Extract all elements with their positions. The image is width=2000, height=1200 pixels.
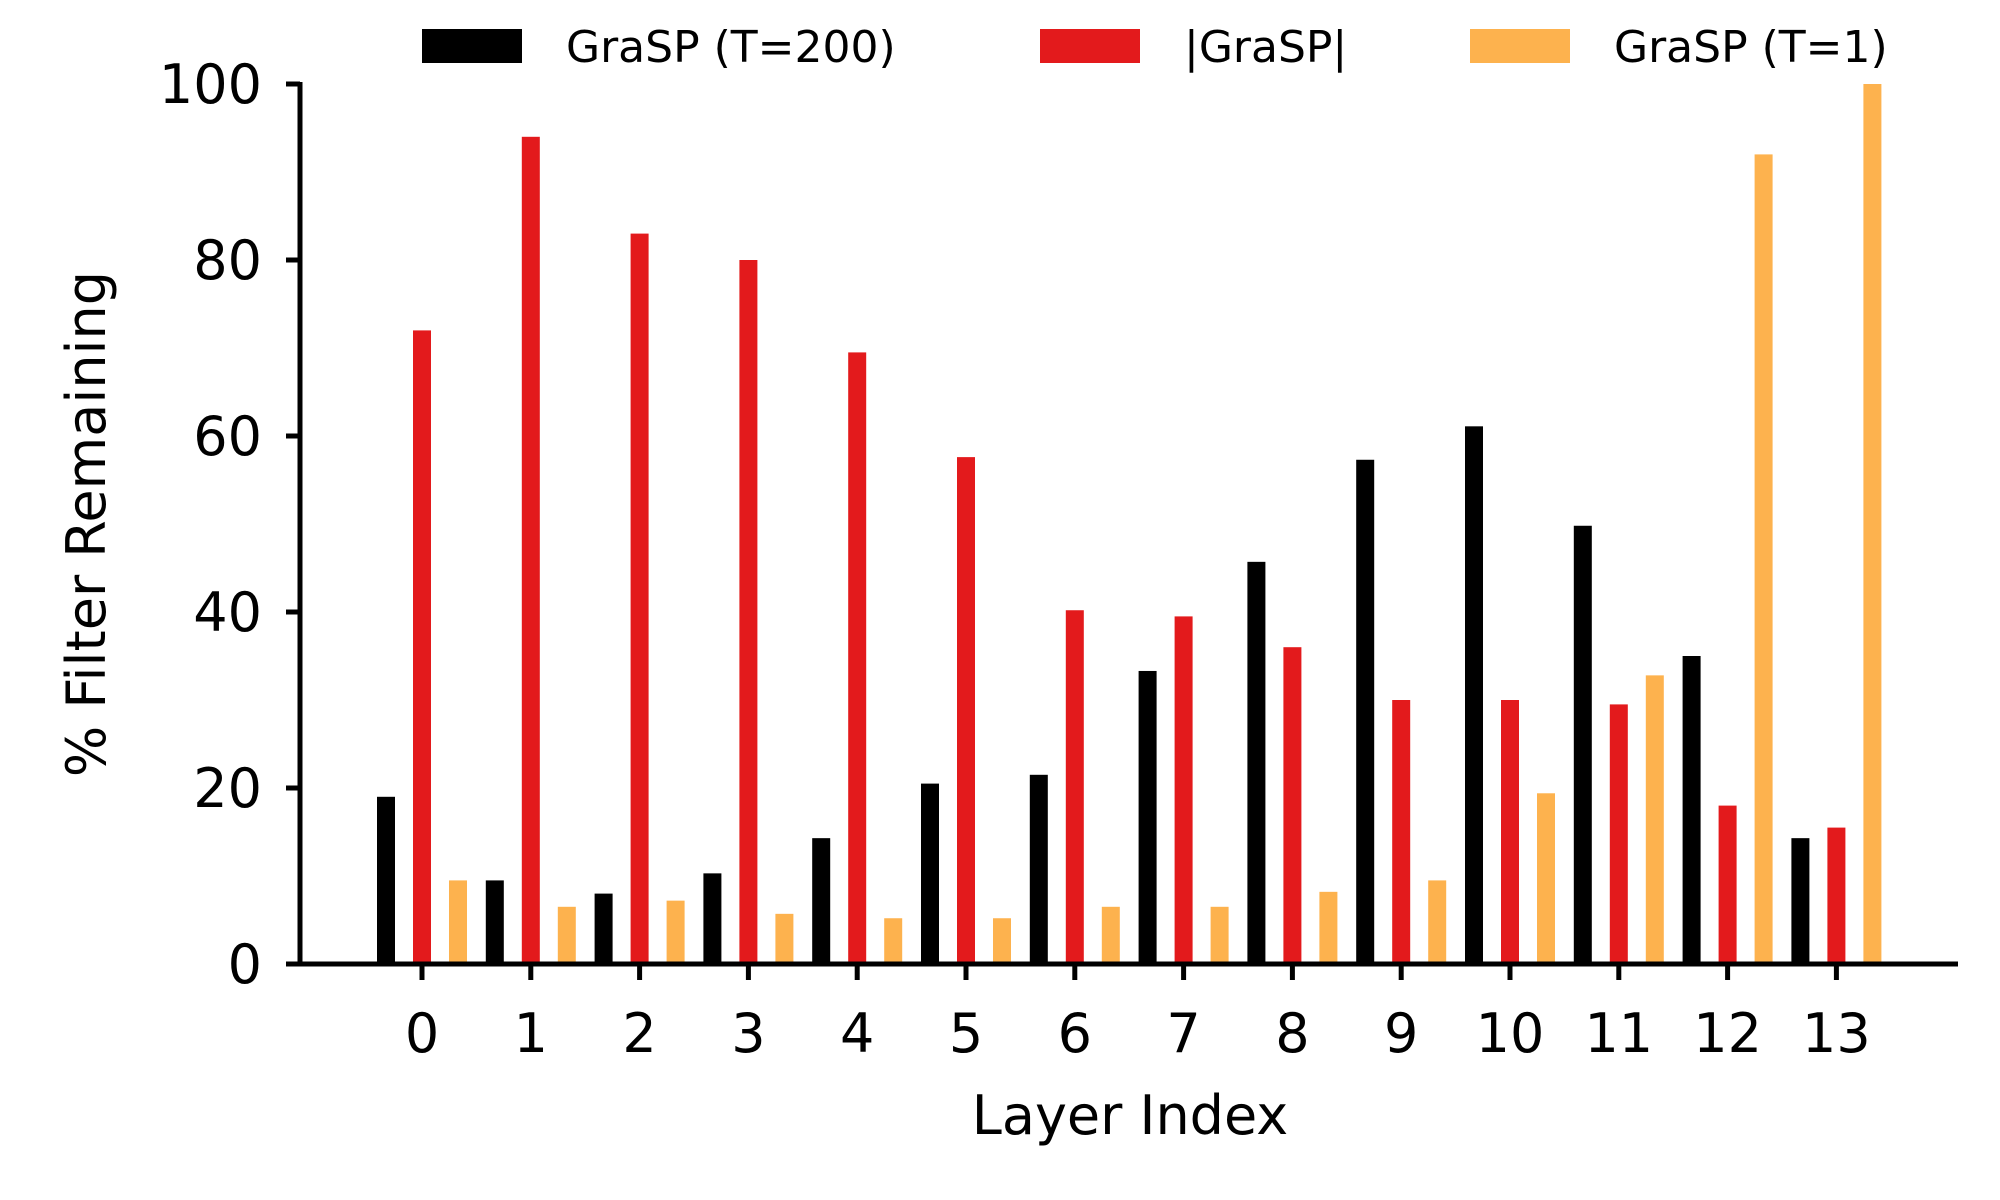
bar xyxy=(993,918,1011,964)
x-tick-label: 9 xyxy=(1384,1002,1418,1065)
bar xyxy=(1501,700,1519,964)
bar xyxy=(812,838,831,964)
bar xyxy=(1247,561,1266,964)
bar xyxy=(1101,906,1120,964)
bar xyxy=(1645,675,1664,964)
bar xyxy=(485,880,504,964)
bar xyxy=(1754,154,1773,964)
bar xyxy=(739,260,758,964)
y-tick-label: 20 xyxy=(193,757,262,820)
bar xyxy=(1283,647,1302,964)
x-tick-label: 13 xyxy=(1802,1002,1871,1065)
bar xyxy=(666,900,685,964)
x-tick-label: 0 xyxy=(405,1002,439,1065)
bar xyxy=(1827,827,1846,964)
y-axis-title: % Filter Remaining xyxy=(55,271,118,777)
bar xyxy=(1609,704,1628,964)
axes xyxy=(297,82,1958,967)
bar xyxy=(884,918,903,964)
bars xyxy=(377,84,1882,965)
bar xyxy=(413,330,431,964)
y-ticks: 0 20 40 60 80 100 xyxy=(159,53,300,996)
x-ticks: 0 1 2 3 4 5 6 7 8 9 10 11 12 13 xyxy=(405,964,1871,1065)
bar xyxy=(957,457,975,964)
x-tick-label: 10 xyxy=(1476,1002,1545,1065)
bar xyxy=(1174,616,1193,964)
bar xyxy=(557,906,576,964)
x-axis-title: Layer Index xyxy=(972,1084,1288,1147)
legend-label: |GraSP| xyxy=(1184,22,1347,73)
bar xyxy=(1138,670,1157,964)
bar xyxy=(1392,700,1411,964)
bar xyxy=(377,796,395,964)
legend-swatch xyxy=(1470,29,1570,63)
x-tick-label: 5 xyxy=(949,1002,983,1065)
x-tick-label: 12 xyxy=(1693,1002,1762,1065)
x-tick-label: 8 xyxy=(1275,1002,1309,1065)
bar xyxy=(1319,891,1338,964)
y-tick-label: 40 xyxy=(193,581,262,644)
bar xyxy=(1573,525,1592,964)
legend: GraSP (T=200) |GraSP| GraSP (T=1) xyxy=(422,22,1888,73)
x-tick-label: 4 xyxy=(840,1002,874,1065)
y-tick-label: 60 xyxy=(193,405,262,468)
bar xyxy=(1356,459,1375,964)
bar xyxy=(594,893,613,964)
x-tick-label: 6 xyxy=(1058,1002,1092,1065)
x-tick-label: 11 xyxy=(1584,1002,1653,1065)
bar xyxy=(1718,805,1737,964)
bar xyxy=(1029,774,1048,964)
legend-swatch xyxy=(422,29,522,63)
bar xyxy=(775,913,794,964)
x-tick-label: 1 xyxy=(514,1002,548,1065)
y-tick-label: 100 xyxy=(159,53,262,116)
y-tick-label: 0 xyxy=(228,933,262,996)
bar xyxy=(1863,84,1882,964)
x-tick-label: 2 xyxy=(622,1002,656,1065)
bar xyxy=(848,352,867,964)
bar xyxy=(1682,656,1701,964)
legend-label: GraSP (T=1) xyxy=(1614,22,1888,73)
y-tick-label: 80 xyxy=(193,229,262,292)
bar xyxy=(1791,838,1810,964)
legend-swatch xyxy=(1040,29,1140,63)
bar xyxy=(630,233,649,965)
bar xyxy=(1210,906,1229,964)
bar xyxy=(1465,426,1483,964)
bar xyxy=(449,880,467,964)
bar xyxy=(921,783,939,964)
bar xyxy=(1428,880,1447,964)
bar xyxy=(1537,793,1555,964)
x-tick-label: 3 xyxy=(731,1002,765,1065)
x-tick-label: 7 xyxy=(1166,1002,1200,1065)
legend-label: GraSP (T=200) xyxy=(566,22,896,73)
bar xyxy=(1065,610,1084,964)
bar xyxy=(703,873,722,964)
bar xyxy=(521,136,540,965)
